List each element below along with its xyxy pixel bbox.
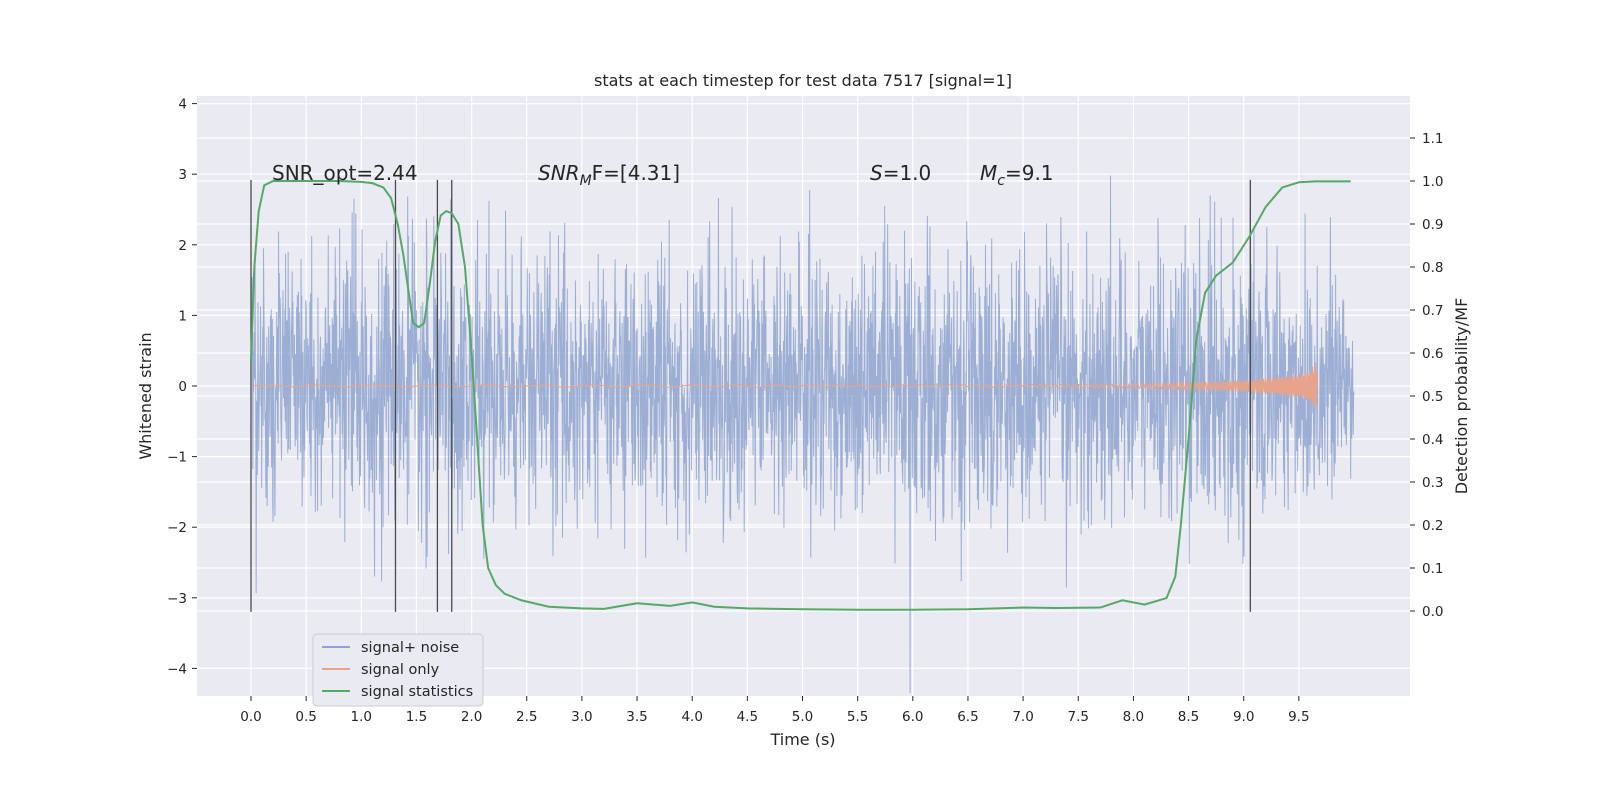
- x-tick-label: 8.5: [1178, 709, 1199, 725]
- x-tick-label: 5.0: [792, 709, 813, 725]
- y-right-tick-label: 0.8: [1422, 260, 1443, 276]
- x-axis-label: Time (s): [769, 730, 835, 749]
- x-tick-label: 7.5: [1068, 709, 1089, 725]
- y-right-tick-label: 0.6: [1422, 346, 1443, 362]
- y-right-tick-label: 1.1: [1422, 131, 1443, 147]
- y-axis-left-ticks: 4 3 2 1 0 −1 −2 −3 −4: [167, 97, 197, 677]
- legend-box: [312, 633, 484, 707]
- x-tick-label: 1.5: [406, 709, 427, 725]
- y-axis-left-label: Whitened strain: [136, 332, 155, 459]
- x-tick-label: 3.0: [571, 709, 592, 725]
- x-tick-label: 3.5: [626, 709, 647, 725]
- y-right-tick-label: 0.5: [1422, 389, 1443, 405]
- chart-title: stats at each timestep for test data 751…: [594, 71, 1012, 90]
- x-tick-label: 2.0: [461, 709, 482, 725]
- y-left-tick-label: −3: [167, 591, 187, 607]
- vertical-markers: [250, 179, 1251, 612]
- x-axis-ticks: 0.0 0.5 1.0 1.5 2.0 2.5 3.0 3.5 4.0 4.5 5.0 5.5 6.0 6…: [240, 696, 1310, 725]
- y-left-tick-label: 0: [178, 379, 187, 395]
- x-tick-label: 8.0: [1123, 709, 1144, 725]
- y-left-tick-label: 1: [178, 308, 187, 324]
- legend-label-noise: signal+ noise: [361, 640, 459, 656]
- mc-label: M: [980, 161, 997, 185]
- x-tick-label: 9.0: [1233, 709, 1254, 725]
- snr-mf-rest: F=[4.31]: [592, 161, 680, 185]
- signal-noise-series: [250, 175, 1355, 694]
- x-tick-label: 7.0: [1012, 709, 1033, 725]
- y-right-tick-label: 0.1: [1422, 561, 1443, 577]
- x-tick-label: 9.5: [1288, 709, 1309, 725]
- y-axis-right-ticks: 1.1 1.0 0.9 0.8 0.7 0.6 0.5 0.4 0.3 0.2 0.1 0.0: [1410, 131, 1443, 620]
- x-tick-label: 0.5: [295, 709, 316, 725]
- y-left-tick-label: 2: [178, 238, 187, 254]
- y-right-tick-label: 1.0: [1422, 174, 1443, 190]
- x-tick-label: 6.5: [957, 709, 978, 725]
- y-left-tick-label: 3: [178, 167, 187, 183]
- legend-label-stats: signal statistics: [361, 684, 473, 700]
- x-tick-label: 5.5: [847, 709, 868, 725]
- annotation-s: S=1.0: [870, 161, 931, 185]
- x-tick-label: 6.0: [902, 709, 923, 725]
- y-right-tick-label: 0.4: [1422, 432, 1443, 448]
- legend: signal+ noise signal only signal statist…: [312, 633, 484, 707]
- y-right-tick-label: 0.2: [1422, 518, 1443, 534]
- mc-sub: c: [997, 173, 1005, 189]
- x-tick-label: 0.0: [240, 709, 261, 725]
- y-right-tick-label: 0.7: [1422, 303, 1443, 319]
- x-tick-label: 4.5: [737, 709, 758, 725]
- x-tick-label: 2.5: [516, 709, 537, 725]
- annotation-snr-opt: SNR_opt=2.44: [272, 161, 418, 185]
- legend-label-signal: signal only: [361, 662, 440, 678]
- annotation-snr-mf: SNRMF=[4.31]: [538, 161, 680, 189]
- y-right-tick-label: 0.3: [1422, 475, 1443, 491]
- y-left-tick-label: −4: [167, 661, 187, 677]
- signal-only-series: [250, 362, 1319, 408]
- mc-rest: =9.1: [1005, 161, 1054, 185]
- s-rest: =1.0: [883, 161, 932, 185]
- x-tick-label: 1.0: [351, 709, 372, 725]
- signal-noise-line: [250, 175, 1355, 694]
- snr-mf-sub: M: [580, 173, 592, 189]
- signal-statistics-series: [250, 180, 1351, 611]
- y-left-tick-label: −1: [167, 450, 187, 466]
- signal-statistics-line: [250, 180, 1351, 611]
- y-right-tick-label: 0.9: [1422, 217, 1443, 233]
- y-left-tick-label: 4: [178, 97, 187, 113]
- annotation-mc: Mc=9.1: [980, 161, 1054, 189]
- y-axis-right-label: Detection probability/MF: [1452, 298, 1471, 495]
- y-left-tick-label: −2: [167, 520, 187, 536]
- signal-only-line: [250, 362, 1319, 408]
- snr-mf-label: SNR: [538, 161, 580, 185]
- x-tick-label: 4.0: [681, 709, 702, 725]
- s-label: S: [870, 161, 883, 185]
- y-right-tick-label: 0.0: [1422, 604, 1443, 620]
